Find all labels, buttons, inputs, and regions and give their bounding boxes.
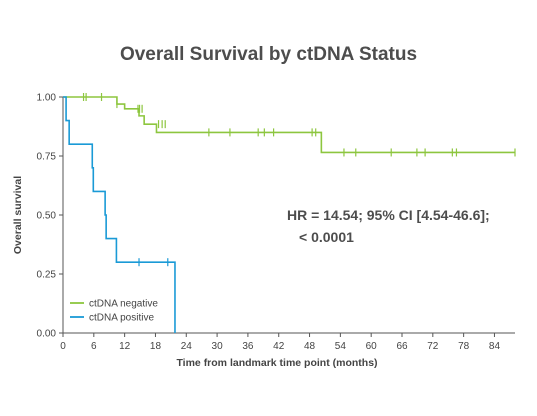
ctdna-negative-curve [63, 96, 515, 154]
y-tick-label: 0.50 [37, 211, 57, 222]
chart-title: Overall Survival by ctDNA Status [119, 44, 418, 65]
x-tick-label: 36 [242, 341, 254, 352]
x-tick-label: 30 [212, 341, 224, 352]
x-tick-label: 84 [489, 341, 501, 352]
x-tick-label: 24 [181, 341, 193, 352]
x-tick-label: 6 [91, 341, 97, 352]
p-value-annotation: < 0.0001 [299, 229, 354, 245]
y-tick-label: 1.00 [37, 93, 57, 104]
ctdna-positive-curve [63, 96, 176, 333]
y-tick-label: 0.75 [37, 152, 57, 163]
x-tick-label: 0 [60, 341, 66, 352]
y-tick-label: 0.25 [37, 270, 57, 281]
x-tick-label: 72 [427, 341, 439, 352]
x-axis-label: Time from landmark time point (months) [176, 357, 377, 369]
x-tick-label: 78 [458, 341, 470, 352]
x-tick-label: 48 [304, 341, 316, 352]
survival-curves [63, 93, 516, 333]
x-tick-label: 54 [335, 341, 347, 352]
hazard-ratio-annotation: HR = 14.54; 95% CI [4.54-46.6]; [287, 207, 490, 223]
y-tick-label: 0.00 [37, 329, 57, 340]
x-tick-label: 42 [273, 341, 285, 352]
legend: ctDNA negative ctDNA positive [70, 299, 158, 324]
legend-label-ctdna-negative: ctDNA negative [89, 299, 158, 310]
y-axis-label: Overall survival [12, 176, 24, 254]
x-tick-label: 12 [119, 341, 131, 352]
x-tick-label: 60 [366, 341, 378, 352]
x-tick-label: 66 [396, 341, 408, 352]
legend-label-ctdna-positive: ctDNA positive [89, 313, 154, 324]
x-tick-label: 18 [150, 341, 162, 352]
axes: 0 6 12 18 24 30 36 42 48 54 60 66 72 78 84 0.00 0.25 0.50… [37, 93, 515, 352]
